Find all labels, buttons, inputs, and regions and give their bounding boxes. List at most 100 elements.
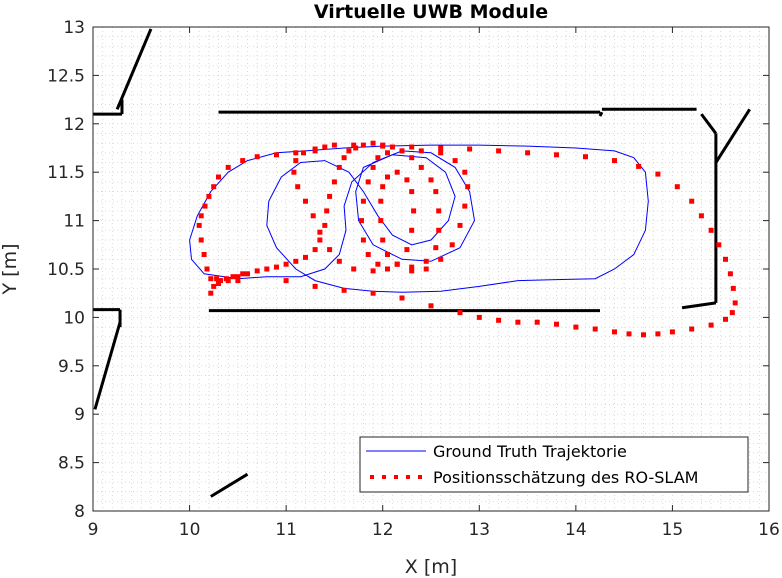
estimate-point bbox=[449, 242, 455, 248]
estimate-point bbox=[291, 169, 297, 175]
estimate-point bbox=[389, 144, 395, 150]
estimate-point bbox=[312, 148, 318, 154]
estimate-point bbox=[727, 271, 733, 277]
estimate-point bbox=[573, 324, 579, 330]
estimate-point bbox=[380, 143, 386, 149]
y-tick-label: 11.5 bbox=[47, 163, 85, 183]
estimate-point bbox=[385, 266, 390, 272]
estimate-point bbox=[360, 198, 366, 204]
y-tick-label: 10.5 bbox=[47, 260, 85, 280]
estimate-point bbox=[418, 148, 424, 154]
legend-box bbox=[359, 436, 749, 493]
estimate-point bbox=[583, 154, 588, 160]
y-tick-label: 11 bbox=[63, 212, 85, 232]
estimate-point bbox=[230, 274, 236, 280]
legend: Ground Truth Trajektorie Positionsschätz… bbox=[359, 436, 749, 493]
estimate-point bbox=[201, 252, 207, 257]
estimate-point bbox=[346, 148, 352, 154]
map-wall-segment bbox=[714, 108, 751, 164]
x-tick-label: 9 bbox=[88, 520, 99, 540]
legend-marker-estimate bbox=[370, 475, 422, 479]
y-tick-label: 12.5 bbox=[47, 66, 85, 86]
estimate-point bbox=[208, 290, 214, 296]
estimate-point bbox=[214, 276, 220, 282]
estimate-point bbox=[225, 278, 231, 284]
estimate-point bbox=[375, 155, 381, 161]
estimate-point bbox=[240, 271, 246, 277]
y-axis-ticks: 8 8.5 9 9.5 10 10.5 11 11.5 12 12.5 13 bbox=[47, 18, 769, 522]
x-axis-title: X [m] bbox=[405, 556, 457, 578]
estimate-point bbox=[283, 278, 289, 284]
estimate-point bbox=[525, 150, 531, 156]
estimate-point bbox=[225, 164, 231, 170]
estimate-point bbox=[457, 222, 463, 228]
estimate-point bbox=[385, 150, 390, 156]
estimate-point bbox=[274, 152, 279, 158]
estimate-point bbox=[365, 179, 371, 185]
estimate-point bbox=[360, 142, 366, 148]
estimate-point bbox=[198, 213, 204, 219]
estimate-point bbox=[729, 310, 735, 316]
estimate-point bbox=[462, 169, 468, 175]
legend-label-ground-truth: Ground Truth Trajektorie bbox=[433, 442, 627, 461]
estimate-point bbox=[457, 310, 463, 316]
estimate-point bbox=[317, 229, 323, 235]
estimate-point bbox=[351, 266, 357, 272]
y-axis-title: Y [m] bbox=[0, 244, 21, 296]
estimate-point bbox=[612, 329, 617, 335]
estimate-point bbox=[689, 326, 695, 332]
estimate-point bbox=[404, 247, 410, 253]
y-tick-label: 8 bbox=[74, 502, 85, 522]
series-line-ground-truth bbox=[189, 144, 649, 293]
estimate-point bbox=[452, 158, 458, 164]
map-wall-segment bbox=[115, 28, 153, 110]
map-wall-segment bbox=[598, 111, 604, 117]
estimate-point bbox=[636, 163, 642, 169]
estimate-point bbox=[723, 256, 728, 262]
estimate-point bbox=[708, 322, 714, 328]
estimate-point bbox=[409, 264, 415, 270]
estimate-point bbox=[438, 150, 444, 156]
chart-title: Virtuelle UWB Module bbox=[314, 1, 548, 23]
estimate-point bbox=[534, 319, 540, 325]
estimate-point bbox=[380, 184, 386, 190]
estimate-point bbox=[218, 278, 223, 284]
estimate-point bbox=[380, 237, 386, 243]
estimate-point bbox=[411, 208, 417, 214]
estimate-point bbox=[324, 208, 330, 214]
estimate-point bbox=[496, 317, 502, 323]
estimate-point bbox=[351, 142, 357, 148]
x-tick-label: 15 bbox=[662, 520, 684, 540]
estimate-point bbox=[206, 193, 212, 199]
estimate-point bbox=[433, 189, 439, 195]
estimate-point bbox=[336, 258, 342, 264]
series-group bbox=[189, 140, 738, 338]
estimate-point bbox=[283, 261, 289, 267]
estimate-point bbox=[394, 169, 400, 175]
estimate-point bbox=[385, 174, 390, 180]
estimate-point bbox=[399, 148, 405, 154]
x-tick-label: 16 bbox=[758, 520, 780, 540]
estimate-point bbox=[655, 171, 661, 177]
estimate-point bbox=[476, 314, 482, 320]
map-wall-segment bbox=[700, 113, 718, 135]
estimate-point bbox=[409, 144, 415, 150]
estimate-point bbox=[418, 164, 424, 170]
estimate-point bbox=[708, 227, 714, 233]
estimate-point bbox=[336, 164, 342, 170]
estimate-point bbox=[312, 247, 318, 253]
estimate-point bbox=[554, 321, 559, 327]
estimate-point bbox=[317, 237, 323, 243]
map-wall-segment bbox=[210, 472, 249, 498]
estimate-point bbox=[208, 276, 214, 282]
estimate-point bbox=[515, 319, 521, 325]
estimate-point bbox=[409, 189, 415, 195]
estimate-point bbox=[592, 326, 598, 332]
estimate-point bbox=[428, 303, 434, 309]
estimate-point bbox=[394, 261, 400, 267]
estimate-point bbox=[438, 145, 444, 151]
estimate-point bbox=[655, 331, 661, 337]
estimate-point bbox=[341, 287, 347, 293]
estimate-point bbox=[216, 174, 221, 180]
